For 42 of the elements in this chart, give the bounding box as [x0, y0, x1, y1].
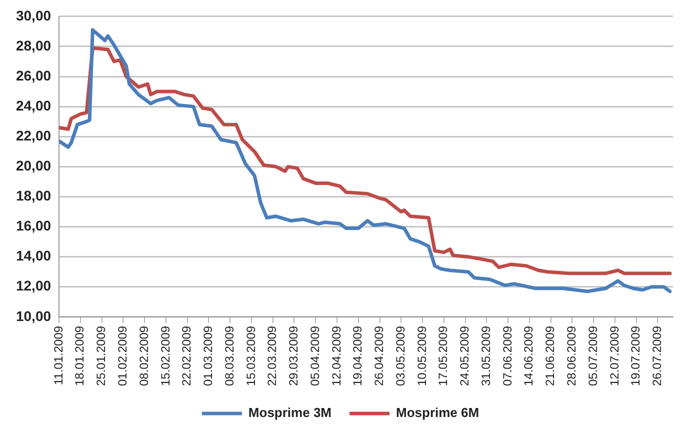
x-tick-label: 26.07.2009 — [650, 326, 664, 386]
x-tick-label: 24.05.2009 — [458, 326, 472, 386]
x-tick-label: 31.05.2009 — [478, 326, 493, 386]
x-tick-label: 01.02.2009 — [115, 326, 130, 386]
y-tick-label: 10,00 — [16, 308, 52, 324]
y-tick-label: 18,00 — [16, 188, 52, 204]
x-tick-label: 08.03.2009 — [222, 326, 236, 386]
y-tick-label: 16,00 — [16, 218, 52, 234]
y-tick-label: 24,00 — [16, 97, 52, 114]
y-tick-label: 12,00 — [16, 278, 52, 294]
x-tick-label: 18.01.2009 — [72, 326, 87, 386]
x-tick-label: 05.07.2009 — [586, 326, 600, 386]
x-tick-label: 03.05.2009 — [393, 326, 408, 386]
y-tick-label: 30,00 — [16, 7, 52, 24]
x-tick-label: 05.04.2009 — [308, 326, 322, 386]
y-tick-label: 28,00 — [16, 37, 52, 54]
x-tick-label: 14.06.2009 — [522, 326, 536, 386]
x-tick-label: 15.02.2009 — [158, 326, 172, 386]
y-tick-label: 26,00 — [16, 67, 52, 84]
x-tick-label: 19.07.2009 — [628, 326, 643, 386]
x-tick-label: 21.06.2009 — [543, 326, 558, 386]
legend-label: Mosprime 6M — [396, 405, 480, 420]
x-tick-label: 12.04.2009 — [329, 326, 344, 386]
x-tick-label: 22.03.2009 — [265, 326, 280, 386]
x-tick-label: 10.05.2009 — [414, 326, 429, 386]
x-tick-label: 07.06.2009 — [500, 326, 514, 386]
y-tick-label: 22,00 — [16, 127, 52, 144]
legend-label: Mosprime 3M — [248, 405, 332, 420]
x-tick-label: 25.01.2009 — [94, 326, 108, 386]
y-tick-label: 20,00 — [16, 158, 52, 174]
x-tick-label: 08.02.2009 — [136, 326, 151, 386]
x-tick-label: 26.04.2009 — [372, 326, 386, 386]
x-tick-label: 17.05.2009 — [436, 326, 450, 386]
x-tick-label: 01.03.2009 — [201, 326, 216, 386]
y-tick-label: 14,00 — [16, 248, 52, 264]
x-tick-label: 29.03.2009 — [286, 326, 301, 386]
x-tick-label: 12.07.2009 — [607, 326, 622, 386]
x-tick-label: 28.06.2009 — [564, 326, 579, 386]
x-tick-label: 19.04.2009 — [350, 326, 365, 386]
x-tick-label: 22.02.2009 — [180, 326, 194, 386]
x-tick-label: 11.01.2009 — [51, 326, 66, 386]
x-tick-label: 15.03.2009 — [244, 326, 258, 386]
